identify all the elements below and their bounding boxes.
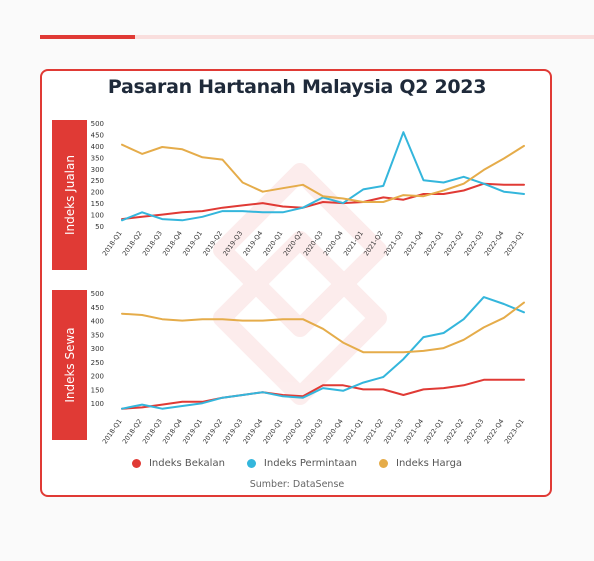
x-tick-label: 2023-Q1	[503, 418, 526, 446]
y-tick-label: 400	[91, 143, 104, 151]
source-note: Sumber: DataSense	[249, 479, 345, 490]
legend-item-demand: Indeks Permintaan	[246, 458, 358, 469]
chart-title: Pasaran Hartanah Malaysia Q2 2023	[107, 76, 487, 98]
y-tick-label: 500	[91, 120, 104, 128]
series-line-indeks-bekalan	[121, 182, 525, 221]
top-accent-bar	[40, 35, 135, 39]
top-accent-bar-light	[135, 35, 594, 39]
legend-dot-demand	[246, 459, 256, 468]
series-line-indeks-permintaan	[121, 296, 525, 410]
y-tick-label: 100	[91, 400, 104, 408]
y-tick-label: 400	[91, 318, 104, 326]
x-tick-label: 2023-Q1	[503, 230, 526, 258]
series-line-indeks-bekalan	[121, 378, 525, 410]
y-tick-label: 50	[95, 223, 104, 231]
y-tick-label: 250	[91, 359, 104, 367]
y-tick-label: 450	[91, 131, 104, 139]
legend-dot-supply	[131, 459, 141, 468]
sales-index-sidebar: Indeks Jualan	[52, 120, 87, 270]
y-tick-label: 300	[91, 166, 104, 174]
chart-card	[40, 69, 552, 497]
y-tick-label: 200	[91, 189, 104, 197]
y-tick-label: 150	[91, 200, 104, 208]
y-tick-label: 450	[91, 304, 104, 312]
y-tick-label: 350	[91, 331, 104, 339]
y-tick-label: 350	[91, 154, 104, 162]
series-line-indeks-harga	[121, 143, 525, 203]
y-tick-label: 500	[91, 290, 104, 298]
series-line-indeks-permintaan	[121, 131, 525, 222]
y-tick-label: 250	[91, 177, 104, 185]
legend-label-price: Indeks Harga	[396, 458, 463, 469]
series-line-indeks-harga	[121, 301, 525, 354]
legend-label-supply: Indeks Bekalan	[148, 458, 225, 469]
legend-item-supply: Indeks Bekalan	[131, 458, 225, 469]
y-tick-label: 200	[91, 373, 104, 381]
legend-item-price: Indeks Harga	[379, 458, 462, 469]
legend-dot-price	[379, 459, 389, 468]
chart-legend: Indeks Bekalan Indeks Permintaan Indeks …	[0, 458, 594, 469]
legend-label-demand: Indeks Permintaan	[263, 458, 358, 469]
y-tick-label: 100	[91, 212, 104, 220]
y-tick-label: 150	[91, 386, 104, 394]
rent-index-sidebar: Indeks Sewa	[52, 290, 87, 440]
y-tick-label: 300	[91, 345, 104, 353]
